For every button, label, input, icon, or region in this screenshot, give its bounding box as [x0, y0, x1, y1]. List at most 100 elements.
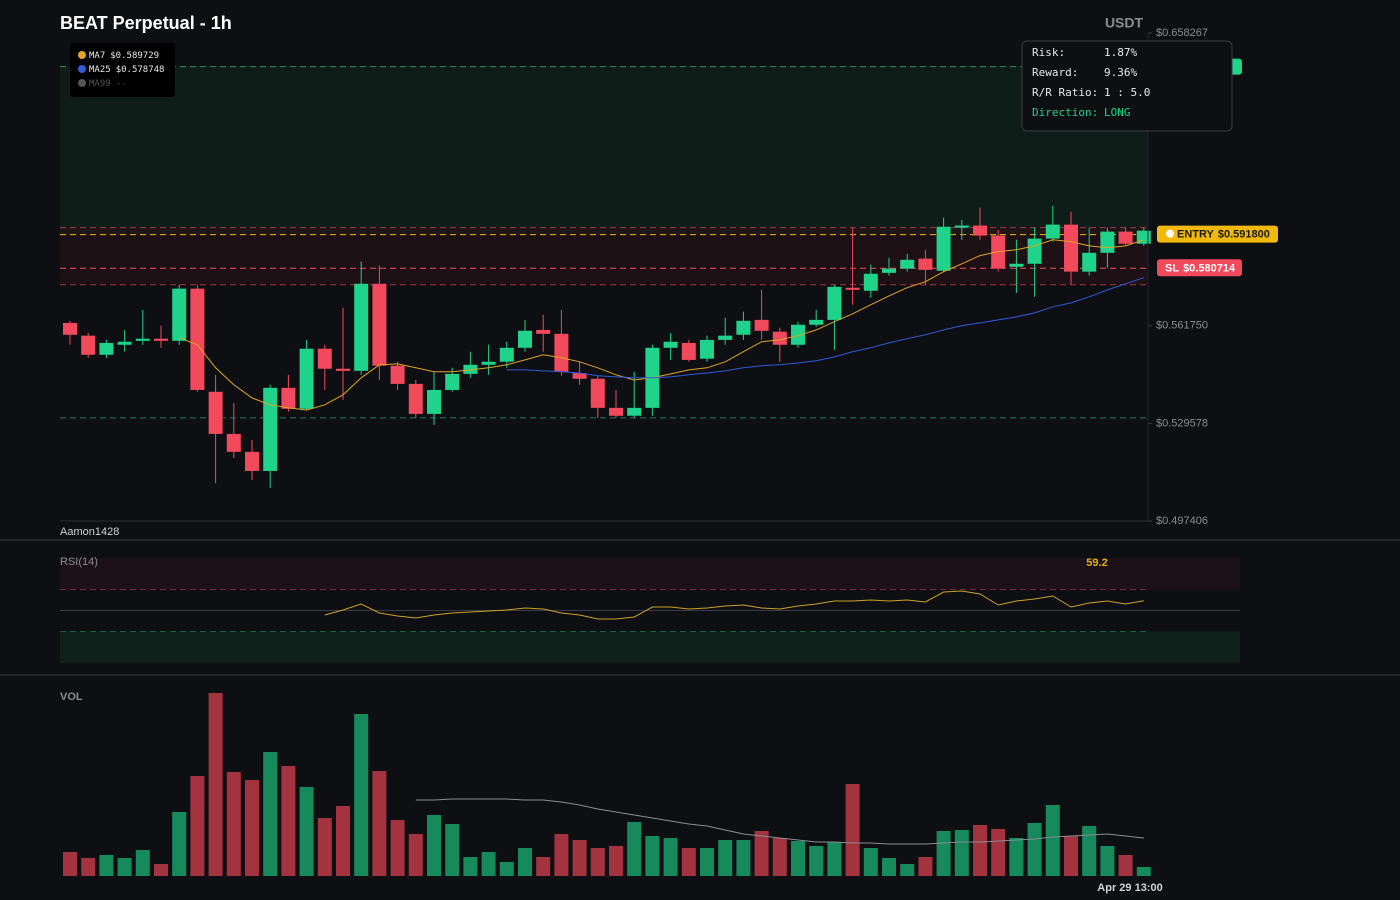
- volume-bar: [1082, 826, 1097, 876]
- candle-body: [827, 286, 842, 320]
- candle-body: [427, 389, 441, 414]
- candle-body: [718, 335, 733, 340]
- y-tick-label: $0.658267: [1156, 27, 1208, 39]
- volume-bar: [918, 857, 933, 876]
- volume-bar: [900, 864, 915, 876]
- volume-bar: [663, 838, 678, 876]
- volume-bar: [827, 842, 842, 876]
- candle-body: [809, 319, 824, 325]
- ma-line: [179, 239, 1144, 411]
- volume-bar: [336, 806, 350, 876]
- legend-entry: MA7 $0.589729: [89, 51, 159, 61]
- candle-body: [226, 433, 241, 452]
- volume-bar: [63, 852, 77, 876]
- volume-bar: [1100, 846, 1115, 876]
- candle-body: [445, 373, 460, 390]
- candle-body: [536, 329, 551, 334]
- volume-bar: [299, 787, 314, 876]
- volume-bar: [99, 855, 114, 876]
- trade-info-label: R/R Ratio:: [1032, 86, 1098, 99]
- volume-bar: [700, 848, 714, 876]
- volume-bar: [408, 834, 423, 876]
- candle-body: [518, 330, 532, 348]
- trade-info-box: [1021, 40, 1233, 132]
- candle-body: [700, 339, 714, 359]
- volume-bar: [1045, 805, 1060, 876]
- volume-bar: [445, 824, 460, 876]
- candle-body: [1118, 231, 1133, 244]
- risk-zone: [60, 227, 1148, 285]
- volume-bar: [154, 864, 168, 876]
- volume-title: VOL: [60, 691, 83, 703]
- currency-label: USDT: [1105, 15, 1144, 31]
- candle-body: [1009, 263, 1024, 267]
- candle-body: [499, 347, 514, 362]
- time-label: Apr 29 13:00: [1097, 882, 1162, 894]
- volume-bar: [882, 858, 896, 876]
- trade-info-label: Reward:: [1032, 66, 1078, 79]
- candle-body: [973, 225, 987, 236]
- legend-dot: [78, 79, 86, 87]
- volume-bar: [390, 820, 405, 876]
- ma-line: [506, 277, 1144, 379]
- volume-bar: [135, 850, 150, 876]
- candle-body: [936, 226, 951, 271]
- volume-bar: [1136, 867, 1151, 876]
- candle-body: [299, 348, 314, 409]
- rsi-current: 59.2: [1086, 557, 1107, 569]
- candle-body: [408, 383, 423, 414]
- level-label: $0.591800: [1218, 229, 1270, 241]
- volume-bar: [936, 831, 951, 876]
- volume-bar: [317, 818, 332, 876]
- volume-bar: [791, 841, 805, 876]
- trade-info-label: Direction:: [1032, 106, 1098, 119]
- candle-body: [918, 258, 933, 270]
- badge-dot: [1166, 229, 1174, 238]
- volume-bar: [954, 830, 969, 876]
- volume-bar: [772, 838, 787, 876]
- candle-body: [572, 372, 587, 379]
- volume-bar: [354, 714, 369, 876]
- volume-bar: [81, 858, 96, 876]
- legend-name: MA99: [89, 79, 111, 89]
- volume-bar: [1118, 855, 1133, 876]
- volume-bar: [991, 829, 1006, 876]
- legend-entry: MA25 $0.578748: [89, 65, 164, 75]
- rsi-panel: [60, 558, 1240, 663]
- legend-dot: [78, 65, 86, 73]
- candle-body: [845, 287, 860, 290]
- level-badge-text: SL $0.580714: [1165, 262, 1236, 274]
- volume-bar: [427, 815, 441, 876]
- candle-body: [663, 341, 678, 348]
- candle-body: [390, 365, 405, 384]
- candle-body: [1082, 252, 1097, 272]
- volume-bar: [190, 776, 205, 876]
- candle-body: [754, 319, 769, 331]
- volume-bar: [281, 766, 296, 876]
- trade-info-value: 1 : 5.0: [1104, 86, 1150, 99]
- candle-body: [590, 378, 605, 408]
- trade-info-value: 1.87%: [1104, 46, 1137, 59]
- candle-body: [354, 283, 369, 371]
- y-tick-label: $0.529578: [1156, 417, 1208, 429]
- candle-body: [172, 288, 187, 341]
- oversold-zone: [60, 631, 1240, 663]
- candle-body: [190, 288, 205, 390]
- volume-panel: [63, 693, 1151, 876]
- trade-info-value: LONG: [1104, 106, 1131, 119]
- watermark: Aamon1428: [60, 526, 119, 538]
- volume-bar: [263, 752, 278, 876]
- level-name: ENTRY: [1177, 229, 1215, 241]
- candle-body: [81, 335, 96, 355]
- level-label: $0.580714: [1183, 262, 1236, 274]
- overlay: BEAT Perpetual - 1h USDT Aamon1428 RSI(1…: [60, 13, 1278, 894]
- volume-bar: [518, 848, 532, 876]
- candle-body: [681, 342, 696, 360]
- level-name: SL: [1165, 262, 1179, 274]
- volume-bar: [554, 834, 569, 876]
- overbought-zone: [60, 558, 1240, 590]
- candle-body: [627, 407, 642, 416]
- volume-bar: [736, 840, 751, 876]
- candle-body: [736, 320, 751, 335]
